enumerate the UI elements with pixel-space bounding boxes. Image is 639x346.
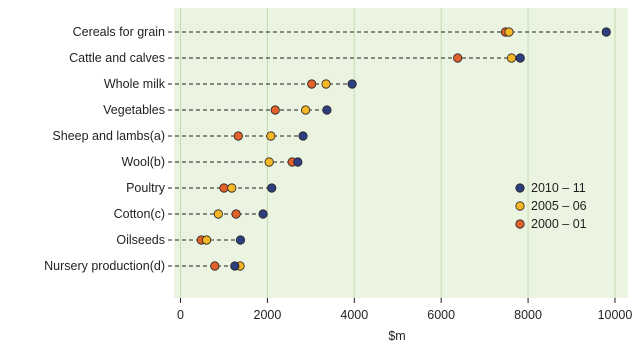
category-row: Nursery production(d) [44, 259, 245, 273]
category-row: Vegetables [103, 103, 332, 117]
data-point [347, 79, 357, 89]
data-point [504, 27, 514, 37]
category-label: Wool(b) [121, 155, 165, 169]
legend-marker [515, 201, 525, 211]
data-point [453, 53, 463, 63]
legend-label: 2005 – 06 [531, 199, 587, 213]
data-point [515, 53, 525, 63]
category-row: Cotton(c) [114, 207, 268, 221]
data-point [230, 261, 240, 271]
category-label: Poultry [126, 181, 166, 195]
data-point [213, 209, 223, 219]
category-row: Wool(b) [121, 155, 303, 169]
legend-item: 2010 – 11 [515, 181, 586, 195]
data-point [266, 131, 276, 141]
data-point [270, 105, 280, 115]
data-point [322, 105, 332, 115]
category-label: Oilseeds [116, 233, 165, 247]
category-rows: Cereals for grain Cattle and calves Whole … [44, 25, 611, 273]
x-tick-label: 0 [177, 308, 184, 322]
data-point [201, 235, 212, 245]
x-tick-label: 10000 [598, 308, 633, 322]
legend-label: 2000 – 01 [531, 217, 587, 231]
data-point [321, 79, 331, 89]
category-label: Vegetables [103, 103, 165, 117]
category-label: Nursery production(d) [44, 259, 165, 273]
data-point [293, 157, 303, 167]
category-label: Sheep and lambs(a) [52, 129, 165, 143]
data-point [219, 183, 229, 193]
data-point [233, 131, 243, 141]
data-point [506, 53, 517, 63]
data-point [264, 157, 274, 167]
data-point [235, 235, 246, 245]
category-label: Cattle and calves [69, 51, 165, 65]
category-row: Cattle and calves [69, 51, 525, 65]
data-point [301, 105, 311, 115]
x-tick-label: 8000 [514, 308, 542, 322]
data-point [307, 79, 317, 89]
legend-item: 2000 – 01 [515, 217, 587, 231]
category-row: Sheep and lambs(a) [52, 129, 308, 143]
category-row: Oilseeds [116, 233, 246, 247]
category-label: Whole milk [104, 77, 166, 91]
x-axis-ticks: 0 2000 4000 6000 8000 10000 [177, 298, 632, 322]
x-axis-title: $m [388, 329, 405, 343]
legend-label: 2010 – 11 [531, 181, 586, 195]
legend-marker [515, 219, 525, 229]
category-row: Cereals for grain [73, 25, 611, 39]
grid-lines [180, 8, 616, 298]
legend-marker [515, 183, 525, 193]
legend-item: 2005 – 06 [515, 199, 587, 213]
data-point [267, 183, 277, 193]
data-point [227, 183, 237, 193]
category-label: Cotton(c) [114, 207, 165, 221]
data-point [601, 27, 611, 37]
data-point [210, 261, 220, 271]
data-point [258, 209, 268, 219]
x-tick-label: 6000 [427, 308, 455, 322]
data-point [298, 131, 308, 141]
plot-area [174, 8, 628, 298]
category-row: Poultry [126, 181, 277, 195]
legend: 2010 – 11 2005 – 06 2000 – 01 [515, 181, 587, 231]
category-label: Cereals for grain [73, 25, 165, 39]
x-tick-label: 4000 [340, 308, 368, 322]
data-point [231, 209, 241, 219]
category-row: Whole milk [104, 77, 357, 91]
x-tick-label: 2000 [254, 308, 282, 322]
